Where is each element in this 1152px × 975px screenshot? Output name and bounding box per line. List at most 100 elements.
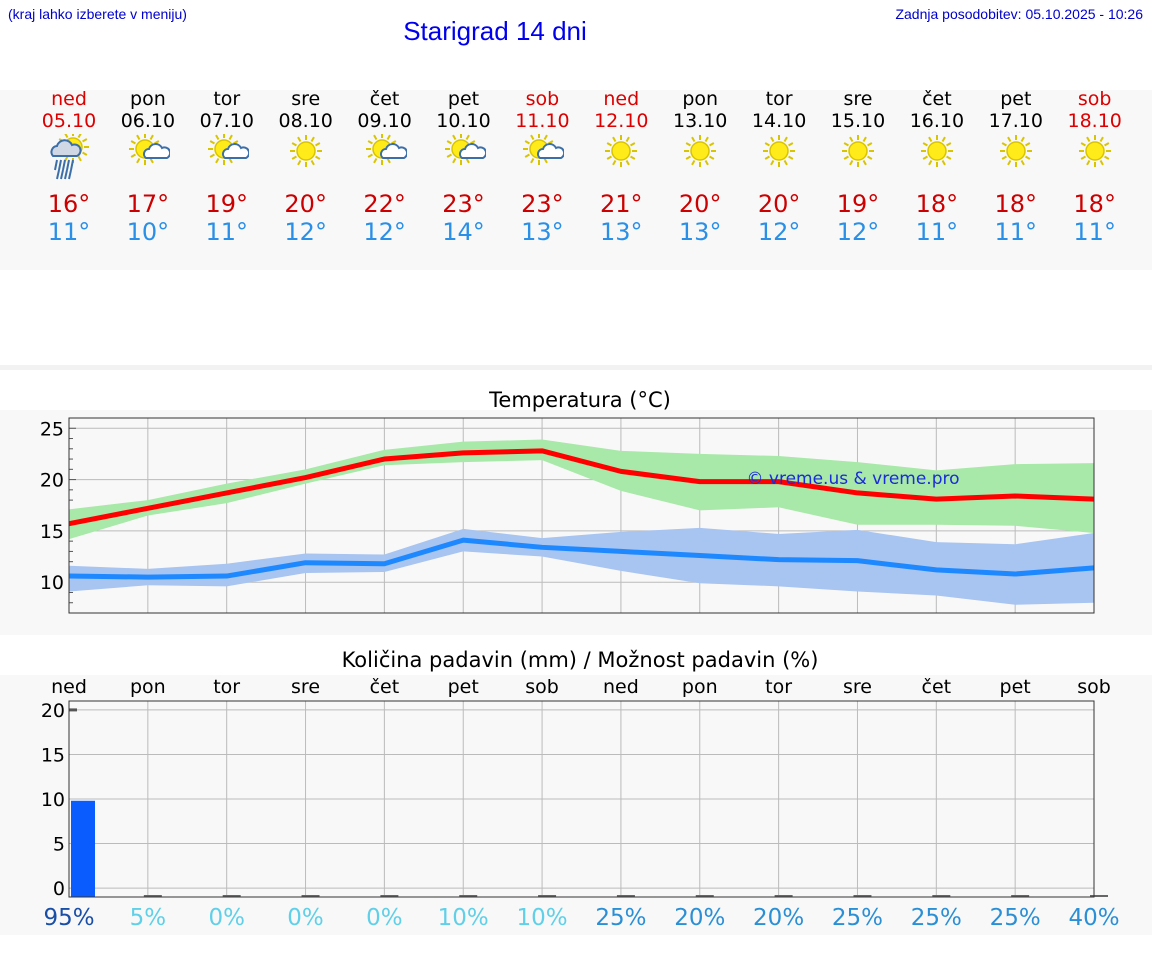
day-date: 14.10 <box>751 110 807 132</box>
temp-max: 19° <box>836 190 880 218</box>
temperature-chart: 10 15 20 25 © vreme.us & vreme.pro <box>40 417 1095 614</box>
sun-cloud-rain-icon <box>50 134 89 180</box>
day-name: pon <box>130 88 166 110</box>
x-tick-label: pon <box>130 676 166 698</box>
temp-min: 11° <box>205 218 249 246</box>
precip-probability-label: 10% <box>437 905 489 931</box>
weather-icon-wrap <box>108 134 188 190</box>
day-column: pon 13.10 20° 13° <box>660 88 740 246</box>
weather-icon-wrap <box>581 134 661 190</box>
precip-bar <box>222 895 241 897</box>
day-date: 13.10 <box>672 110 728 132</box>
day-name: pet <box>447 88 480 110</box>
x-tick-label: ned <box>51 676 87 698</box>
precip-probability-label: 25% <box>910 905 962 931</box>
weather-icon-wrap <box>739 134 819 190</box>
day-name: čet <box>369 88 400 110</box>
day-column: pon 06.10 17° 10° <box>108 88 188 246</box>
temp-min: 11° <box>915 218 959 246</box>
precip-bar <box>538 895 557 897</box>
day-date: 12.10 <box>594 110 649 132</box>
x-tick-label: sob <box>1077 676 1111 698</box>
temp-min: 12° <box>757 218 801 246</box>
daily-forecast-row: ned 05.10 16° 11° pon 06.10 17° 10° tor 07.10 19° 1… <box>0 88 1152 256</box>
sun-icon <box>842 135 874 167</box>
x-tick-label: čet <box>922 676 952 698</box>
page-title: Starigrad 14 dni <box>403 16 587 46</box>
sun-cloud-icon <box>207 134 249 165</box>
location-hint: (kraj lahko izberete v meniju) <box>8 6 187 22</box>
day-name: ned <box>603 88 640 110</box>
precip-probability-label: 25% <box>831 905 884 931</box>
day-name: pon <box>682 88 719 110</box>
min-temp-range-band <box>69 527 1094 605</box>
precip-bar <box>932 895 951 897</box>
precip-bar <box>1090 895 1108 897</box>
sun-icon <box>920 135 953 167</box>
temp-max: 18° <box>915 190 959 218</box>
temp-min: 13° <box>678 218 722 246</box>
separator <box>0 365 1152 370</box>
temp-min: 10° <box>126 218 170 246</box>
day-date: 18.10 <box>1067 110 1122 132</box>
precip-probability-label: 40% <box>1068 905 1120 931</box>
weather-icon-wrap <box>976 134 1056 190</box>
temp-min: 11° <box>47 218 91 246</box>
day-column: pet 17.10 18° 11° <box>976 88 1056 246</box>
day-column: tor 14.10 20° 12° <box>739 88 819 246</box>
weather-icon-wrap <box>187 134 267 190</box>
temp-min: 12° <box>284 218 327 246</box>
max-temp-line <box>68 448 1095 527</box>
temp-max: 16° <box>47 190 91 218</box>
precip-probability-label: 20% <box>674 905 726 931</box>
day-name: sre <box>291 88 321 110</box>
sun-cloud-icon <box>444 134 486 165</box>
day-name: sob <box>1077 88 1112 110</box>
sun-icon <box>763 135 796 167</box>
day-name: tor <box>765 88 793 110</box>
weather-icon-wrap <box>818 134 898 190</box>
weather-icon-wrap <box>345 134 425 190</box>
day-date: 15.10 <box>830 110 886 132</box>
temp-min: 11° <box>994 218 1038 246</box>
day-date: 09.10 <box>357 110 412 132</box>
x-tick-label: tor <box>765 676 792 698</box>
plot-frame <box>68 417 1095 614</box>
temp-min: 13° <box>600 218 643 246</box>
precip-probability-label: 95% <box>43 905 95 931</box>
precip-probability-label: 25% <box>989 905 1041 931</box>
day-column: ned 12.10 21° 13° <box>581 88 661 246</box>
precip-bar <box>380 895 399 897</box>
day-name: ned <box>51 88 87 110</box>
x-tick-label: ned <box>603 676 639 698</box>
temp-max: 23° <box>442 190 485 218</box>
y-tick-label: 15 <box>41 744 65 766</box>
temperature-chart-title: Temperatura (°C) <box>489 388 671 412</box>
day-date: 10.10 <box>436 110 491 132</box>
min-temp-line <box>68 537 1095 580</box>
precip-probability-label: 0% <box>366 905 403 931</box>
day-column: sre 08.10 20° 12° <box>266 88 346 246</box>
precip-probability-label: 25% <box>595 905 647 931</box>
temp-max: 17° <box>126 190 170 218</box>
precip-bar <box>853 895 872 897</box>
temp-max: 22° <box>363 190 406 218</box>
day-column: čet 16.10 18° 11° <box>897 88 977 246</box>
precip-probability-label: 20% <box>753 905 805 931</box>
temp-max: 18° <box>1073 190 1116 218</box>
y-tick-label: 20 <box>41 700 65 722</box>
weather-icon-wrap <box>897 134 977 190</box>
day-column: tor 07.10 19° 11° <box>187 88 267 246</box>
day-name: tor <box>213 88 241 110</box>
x-tick-label: sre <box>843 676 872 698</box>
sun-icon <box>684 135 717 167</box>
sun-icon <box>289 135 322 167</box>
sun-cloud-icon <box>523 134 565 165</box>
precip-bar <box>1011 895 1030 897</box>
temp-max: 20° <box>284 190 327 218</box>
y-tick-label: 15 <box>40 521 64 543</box>
x-tick-label: pon <box>682 676 718 698</box>
day-name: sre <box>843 88 873 110</box>
day-date: 07.10 <box>199 110 254 132</box>
max-temp-range-band <box>69 439 1094 540</box>
